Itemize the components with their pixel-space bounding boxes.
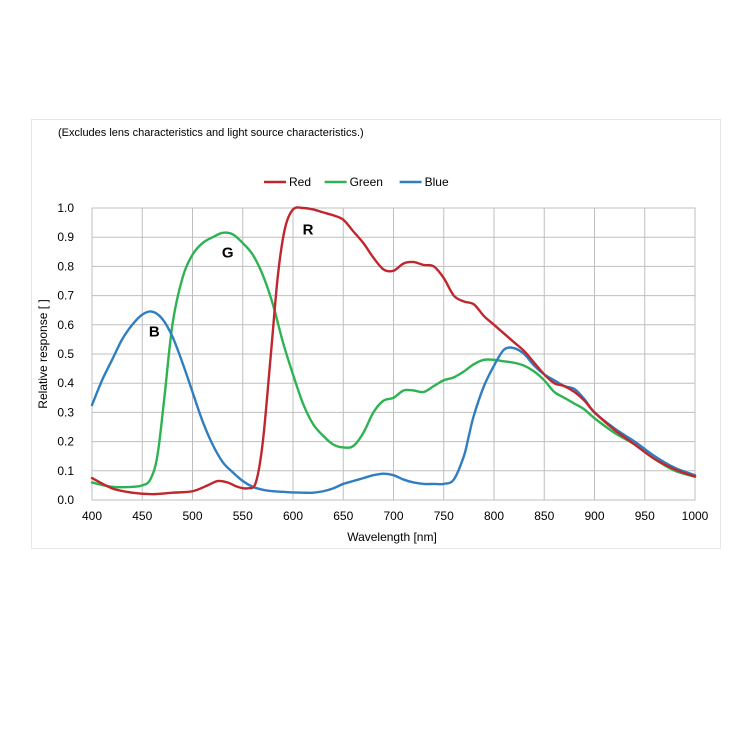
series-line-red xyxy=(90,206,697,496)
y-tick-label: 0.0 xyxy=(57,493,74,507)
x-tick-label: 800 xyxy=(484,509,504,523)
legend-label-blue: Blue xyxy=(425,175,449,189)
y-tick-label: 0.5 xyxy=(57,347,74,361)
x-tick-label: 650 xyxy=(333,509,353,523)
y-tick-label: 0.4 xyxy=(57,376,74,390)
x-tick-label: 550 xyxy=(233,509,253,523)
x-tick-labels: 400 450 500 550 600 650 700 750 800 850 900 950 1000 xyxy=(82,509,709,523)
x-tick-label: 600 xyxy=(283,509,303,523)
x-tick-label: 500 xyxy=(182,509,202,523)
y-tick-label: 0.1 xyxy=(57,464,74,478)
x-tick-label: 700 xyxy=(383,509,403,523)
series-annotation-blue: B xyxy=(149,323,160,340)
legend-label-red: Red xyxy=(289,175,311,189)
x-tick-label: 750 xyxy=(434,509,454,523)
series-line-green xyxy=(90,231,697,489)
y-tick-label: 0.9 xyxy=(57,230,74,244)
series-layer xyxy=(90,206,697,496)
x-tick-label: 900 xyxy=(584,509,604,523)
grid xyxy=(91,207,696,501)
x-tick-label: 450 xyxy=(132,509,152,523)
series-annotation-red: R xyxy=(303,221,314,238)
x-axis-title: Wavelength [nm] xyxy=(347,530,437,544)
y-axis-title: Relative response [ ] xyxy=(36,299,50,408)
chart-frame xyxy=(31,119,721,549)
legend: Red Green Blue xyxy=(264,175,449,189)
x-tick-label: 400 xyxy=(82,509,102,523)
y-tick-labels: 0.0 0.1 0.2 0.3 0.4 0.5 0.6 0.7 0.8 0.9 1.0 xyxy=(57,201,74,507)
x-tick-label: 950 xyxy=(635,509,655,523)
series-line-blue xyxy=(90,310,697,495)
plot-border xyxy=(91,207,696,501)
y-tick-label: 0.8 xyxy=(57,259,74,273)
y-tick-label: 0.2 xyxy=(57,435,74,449)
y-tick-label: 0.6 xyxy=(57,318,74,332)
x-tick-label: 1000 xyxy=(682,509,709,523)
series-annotation-green: G xyxy=(222,245,234,262)
y-tick-label: 0.7 xyxy=(57,289,74,303)
x-tick-label: 850 xyxy=(534,509,554,523)
legend-label-green: Green xyxy=(350,175,383,189)
y-tick-label: 0.3 xyxy=(57,405,74,419)
chart-note: (Excludes lens characteristics and light… xyxy=(58,127,364,139)
series-annotations: R G B xyxy=(149,221,314,340)
y-tick-label: 1.0 xyxy=(57,201,74,215)
